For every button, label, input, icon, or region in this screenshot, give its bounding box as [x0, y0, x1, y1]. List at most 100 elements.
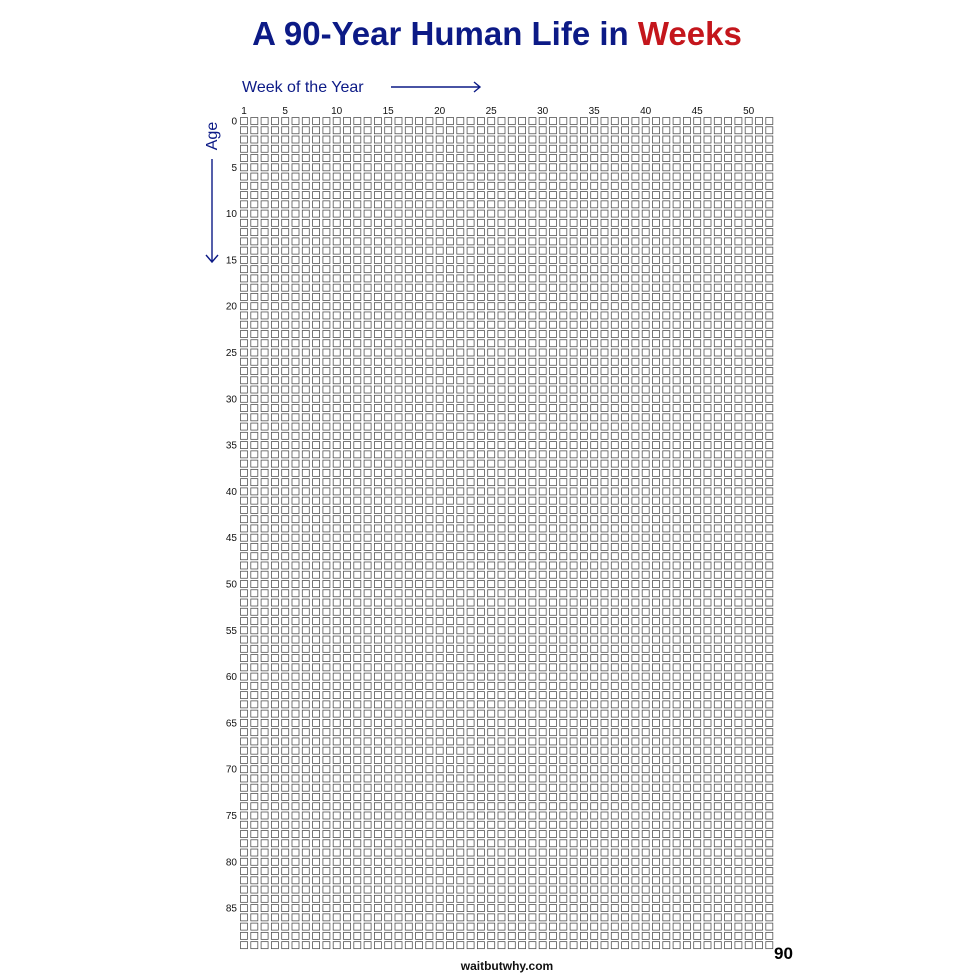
- week-box: [713, 293, 722, 301]
- week-box: [240, 709, 248, 718]
- week-box: [600, 626, 609, 635]
- week-box: [312, 904, 321, 912]
- week-box: [415, 506, 424, 514]
- week-box: [476, 487, 485, 496]
- week-box: [373, 635, 382, 644]
- age-tick-label: 80: [226, 857, 238, 868]
- week-box: [724, 506, 732, 514]
- week-box: [693, 617, 702, 625]
- week-box: [652, 580, 660, 588]
- week-box: [713, 311, 722, 320]
- week-box: [765, 700, 774, 709]
- week-box: [476, 200, 485, 209]
- week-box: [476, 265, 485, 274]
- week-box: [446, 783, 454, 792]
- week-box: [559, 931, 568, 940]
- week-box: [580, 543, 588, 551]
- week-box: [765, 626, 774, 635]
- week-box: [312, 635, 321, 644]
- week-box: [281, 293, 290, 301]
- week-box: [497, 644, 506, 653]
- week-box: [600, 135, 609, 144]
- week-box: [621, 515, 629, 524]
- week-box: [559, 765, 568, 774]
- week-box: [507, 737, 516, 746]
- week-box: [240, 607, 248, 616]
- week-box: [446, 441, 454, 450]
- week-box: [240, 506, 248, 514]
- week-box: [631, 570, 640, 579]
- week-box: [610, 293, 619, 301]
- week-box: [384, 422, 393, 431]
- week-box: [456, 385, 465, 394]
- week-box: [755, 265, 763, 274]
- week-box: [425, 672, 434, 681]
- week-box: [384, 904, 393, 912]
- week-box: [281, 626, 290, 635]
- week-box: [518, 524, 526, 533]
- week-box: [662, 802, 671, 811]
- week-box: [497, 311, 506, 320]
- week-box: [610, 413, 619, 422]
- week-box: [610, 672, 619, 681]
- week-box: [590, 700, 599, 709]
- week-box: [446, 746, 454, 755]
- week-box: [580, 394, 588, 403]
- week-box: [703, 441, 712, 450]
- week-box: [260, 144, 269, 153]
- week-box: [446, 580, 454, 588]
- week-box: [353, 117, 362, 125]
- week-box: [281, 487, 290, 496]
- week-box: [559, 200, 568, 209]
- week-box: [641, 487, 650, 496]
- week-box: [497, 654, 506, 662]
- week-box: [703, 941, 712, 950]
- week-box: [703, 172, 712, 181]
- week-box: [497, 357, 506, 366]
- week-box: [518, 783, 526, 792]
- week-box: [425, 468, 434, 477]
- week-box: [384, 839, 393, 848]
- week-box: [487, 904, 496, 912]
- week-box: [260, 839, 269, 848]
- week-box: [662, 487, 671, 496]
- week-box: [507, 783, 516, 792]
- week-box: [580, 283, 588, 292]
- week-box: [590, 413, 599, 422]
- week-box: [373, 117, 382, 125]
- week-box: [507, 431, 516, 440]
- week-box: [610, 783, 619, 792]
- week-box: [641, 598, 650, 607]
- week-box: [435, 941, 444, 950]
- week-box: [425, 431, 434, 440]
- week-box: [507, 811, 516, 820]
- week-box: [260, 746, 269, 755]
- week-box: [446, 552, 454, 561]
- week-box: [641, 228, 650, 237]
- week-box: [487, 719, 496, 727]
- week-box: [250, 774, 259, 783]
- week-box: [446, 857, 454, 866]
- week-box: [507, 385, 516, 394]
- week-box: [373, 422, 382, 431]
- week-box: [456, 598, 465, 607]
- week-box: [394, 302, 403, 311]
- week-box: [404, 654, 413, 662]
- week-box: [260, 589, 269, 598]
- week-box: [446, 617, 454, 625]
- week-box: [312, 413, 321, 422]
- week-box: [322, 367, 331, 375]
- week-box: [559, 228, 568, 237]
- week-box: [672, 191, 681, 199]
- week-box: [600, 802, 609, 811]
- week-box: [590, 293, 599, 301]
- week-box: [435, 144, 444, 153]
- week-box: [312, 793, 321, 801]
- week-box: [641, 543, 650, 551]
- week-box: [765, 913, 774, 922]
- week-box: [384, 607, 393, 616]
- week-box: [466, 598, 475, 607]
- week-box: [435, 431, 444, 440]
- week-box: [312, 626, 321, 635]
- week-box: [466, 570, 475, 579]
